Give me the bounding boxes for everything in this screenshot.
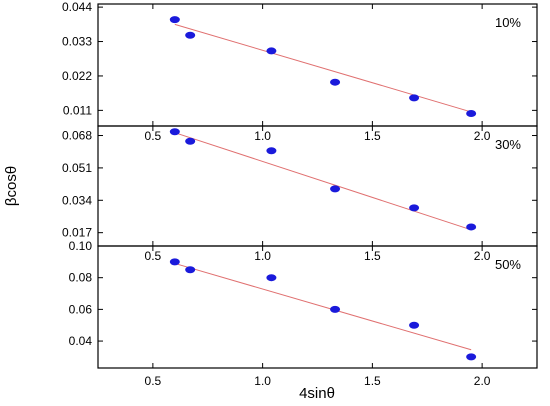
panel-label: 30% [495, 137, 521, 152]
x-tick-label: 2.0 [474, 374, 491, 388]
data-point [169, 16, 180, 24]
y-tick-label: 0.033 [62, 35, 92, 49]
x-tick-label: 1.0 [254, 129, 271, 143]
y-tick-label: 0.10 [69, 239, 93, 253]
data-point [330, 78, 341, 86]
x-tick-label: 1.5 [364, 129, 381, 143]
data-point [266, 47, 277, 55]
panel-label: 10% [495, 15, 521, 30]
plot-frame [97, 3, 538, 127]
data-point [409, 321, 420, 329]
panel-2: 0.017 0.034 0.051 0.068 0.5 1.0 1.5 2.0 30% [62, 125, 538, 263]
data-point [185, 137, 196, 145]
y-tick-label: 0.04 [69, 334, 93, 348]
y-tick-label: 0.017 [62, 226, 92, 240]
x-axis-title: 4sinθ [299, 385, 335, 402]
chart-panels: 0.011 0.022 0.033 0.044 0.5 1.0 1.5 2.0 10% 0.017… [62, 0, 538, 388]
y-tick-label: 0.08 [69, 271, 93, 285]
data-point [409, 94, 420, 102]
data-point [466, 223, 477, 231]
x-tick-label: 0.5 [145, 129, 162, 143]
data-point [409, 204, 420, 212]
data-point [185, 266, 196, 274]
y-tick-label: 0.011 [63, 103, 92, 117]
y-axis-title: βcosθ [3, 166, 20, 206]
panel-3: 0.04 0.06 0.08 0.10 0.5 1.0 1.5 2.0 50% [69, 239, 538, 388]
data-point [330, 185, 341, 193]
y-tick-label: 0.06 [69, 302, 93, 316]
data-point [466, 109, 477, 117]
x-tick-label: 1.0 [254, 249, 271, 263]
x-tick-label: 1.5 [364, 374, 381, 388]
data-point [169, 128, 180, 136]
y-tick-label: 0.022 [62, 69, 92, 83]
fit-line [174, 23, 472, 113]
data-point [466, 353, 477, 361]
data-point [330, 305, 341, 313]
x-tick-label: 1.5 [364, 249, 381, 263]
data-point [169, 258, 180, 266]
fit-line [174, 132, 472, 231]
data-point [266, 274, 277, 282]
y-tick-label: 0.044 [62, 0, 92, 14]
x-tick-label: 0.5 [145, 249, 162, 263]
x-tick-label: 2.0 [474, 129, 491, 143]
y-tick-label: 0.068 [62, 129, 92, 143]
data-point [185, 31, 196, 39]
plot-frame [97, 245, 538, 369]
panel-1: 0.011 0.022 0.033 0.044 0.5 1.0 1.5 2.0 10% [62, 0, 538, 143]
x-tick-label: 2.0 [474, 249, 491, 263]
x-tick-label: 0.5 [145, 374, 162, 388]
data-point [266, 147, 277, 155]
fit-line [174, 262, 472, 351]
y-tick-label: 0.034 [62, 193, 92, 207]
panel-label: 50% [495, 257, 521, 272]
y-tick-label: 0.051 [62, 161, 92, 175]
x-tick-label: 1.0 [254, 374, 271, 388]
